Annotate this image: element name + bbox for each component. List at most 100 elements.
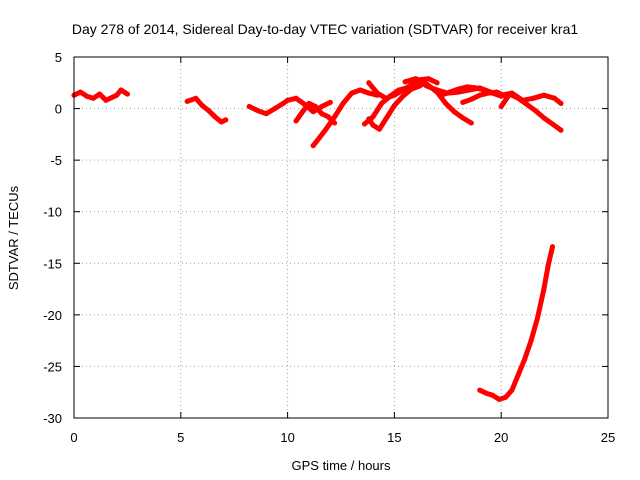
data-point [473, 85, 479, 91]
data-point [374, 90, 380, 96]
data-point [118, 87, 124, 93]
data-point [503, 394, 508, 400]
data-point [402, 79, 408, 85]
data-point [357, 87, 363, 93]
data-point [325, 114, 331, 120]
data-point [317, 135, 323, 140]
data-point [310, 143, 316, 149]
data-point [323, 126, 329, 132]
data-point [383, 116, 389, 122]
data-point [77, 89, 83, 95]
axis-ticks: 0 5 10 15 20 25 5 0 -5 -10 -15 -20 -25 -30 [43, 50, 615, 445]
data-point [184, 98, 190, 104]
data-point [413, 77, 419, 83]
data-point [379, 100, 385, 106]
data-point [456, 86, 461, 92]
data-point [558, 127, 564, 133]
data-point [263, 111, 269, 117]
data-point [362, 121, 367, 127]
y-tick-label: -20 [43, 308, 62, 323]
data-point [447, 89, 453, 95]
data-point [530, 95, 536, 101]
data-point [312, 104, 318, 109]
data-point [124, 91, 130, 97]
data-point [485, 90, 491, 96]
data-point [300, 109, 306, 115]
data-point [490, 392, 496, 398]
data-point [541, 92, 547, 98]
data-point [509, 387, 515, 393]
data-point [528, 338, 534, 344]
data-point [366, 116, 372, 122]
data-point [285, 97, 291, 103]
x-axis-label: GPS time / hours [292, 458, 391, 473]
data-point [193, 95, 199, 101]
data-point [306, 100, 312, 106]
data-point [443, 100, 449, 106]
data-point [370, 114, 376, 120]
data-point [223, 117, 229, 123]
data-point [423, 83, 429, 89]
data-point [319, 111, 325, 117]
data-point [376, 126, 382, 132]
data-point [558, 100, 564, 106]
data-point [327, 99, 333, 105]
data-point [383, 95, 389, 101]
data-point [206, 108, 212, 114]
data-point [434, 80, 440, 86]
data-point [451, 109, 457, 115]
data-point [552, 95, 558, 101]
data-point [409, 82, 414, 88]
data-point [477, 387, 483, 393]
y-tick-label: -30 [43, 411, 62, 426]
data-point [391, 103, 397, 108]
data-point [319, 104, 325, 109]
x-tick-label: 20 [494, 430, 508, 445]
y-tick-label: -10 [43, 205, 62, 220]
data-point [114, 92, 120, 98]
data-point [460, 115, 466, 121]
data-series [71, 76, 564, 402]
data-point [494, 89, 500, 95]
data-point [426, 76, 432, 82]
data-point [496, 396, 502, 402]
data-point [438, 92, 444, 98]
data-point [507, 91, 513, 97]
data-point [366, 90, 372, 96]
data-point [400, 87, 406, 93]
data-point [468, 120, 474, 126]
y-tick-label: -25 [43, 359, 62, 374]
data-point [541, 286, 547, 292]
data-point [366, 80, 372, 86]
data-point [84, 93, 90, 99]
chart-title: Day 278 of 2014, Sidereal Day-to-day VTE… [72, 21, 578, 37]
data-point [468, 96, 474, 102]
data-point [515, 95, 521, 101]
data-point [545, 262, 551, 268]
data-point [293, 118, 299, 124]
data-point [515, 372, 521, 378]
data-point [103, 97, 109, 103]
grid [74, 57, 608, 418]
data-point [400, 93, 406, 99]
data-point [218, 119, 224, 125]
data-point [524, 101, 530, 107]
data-point [541, 115, 547, 121]
data-point [535, 315, 540, 321]
x-tick-label: 0 [70, 430, 77, 445]
data-point [532, 108, 538, 114]
x-tick-label: 25 [601, 430, 615, 445]
y-tick-label: -15 [43, 256, 62, 271]
y-tick-label: 5 [55, 50, 62, 65]
data-point [460, 99, 466, 105]
data-point [97, 91, 103, 97]
data-point [280, 100, 286, 106]
data-point [109, 94, 115, 100]
x-tick-label: 15 [387, 430, 401, 445]
y-tick-label: -5 [50, 153, 62, 168]
series-line-arc-1 [71, 87, 130, 103]
data-point [481, 87, 487, 93]
data-point [477, 92, 483, 98]
data-point [550, 244, 555, 250]
data-point [550, 121, 555, 127]
